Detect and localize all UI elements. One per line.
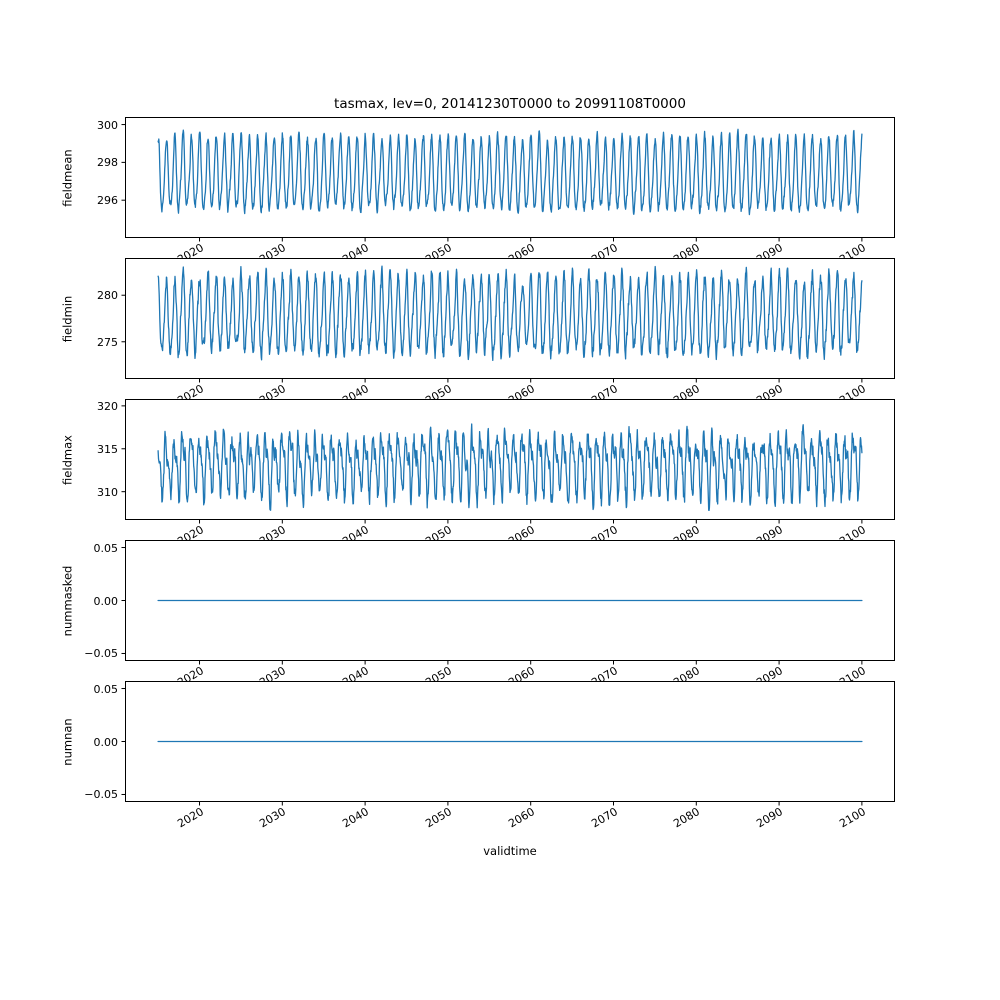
y-tick-label: 0.05 — [93, 541, 119, 555]
y-tick-label: 0.00 — [93, 735, 119, 749]
series-line-fieldmax — [157, 423, 863, 512]
subplot-fieldmin: fieldmin 275 280 2020 2030 2040 2050 2060 2070 20… — [60, 258, 895, 407]
series-line-fieldmin — [157, 265, 863, 362]
y-tick-label: 320 — [97, 399, 118, 413]
x-tick-label: 2090 — [754, 805, 786, 831]
y-tick-label: 296 — [97, 194, 118, 208]
x-tick-label: 2080 — [671, 805, 703, 831]
subplot-numnan: numnan −0.05 0.00 0.05 2020 2030 2040 2050 2060 2… — [60, 681, 895, 830]
x-tick-label: 2070 — [588, 805, 620, 831]
series-line-fieldmean — [157, 128, 863, 216]
y-tick-label: 298 — [97, 156, 118, 170]
plot-area-numnan — [121, 681, 895, 806]
x-tick-label: 2060 — [505, 805, 537, 831]
x-tick-label: 2020 — [174, 805, 206, 831]
x-tick-label: 2050 — [423, 805, 454, 831]
subplot-nummasked: nummasked −0.05 0.00 0.05 2020 2030 2040 2050 20… — [60, 540, 895, 689]
y-axis-label-fieldmax: fieldmax — [60, 434, 75, 485]
y-tick-label: 310 — [97, 485, 118, 499]
y-tick-label: 300 — [97, 118, 118, 132]
chart-title: tasmax, lev=0, 20141230T0000 to 20991108… — [334, 96, 686, 112]
plot-area-fieldmean — [121, 117, 895, 242]
y-tick-label: −0.05 — [84, 647, 118, 661]
x-axis-label: validtime — [483, 844, 537, 858]
plot-area-nummasked — [121, 540, 895, 665]
plot-area-fieldmin — [121, 258, 895, 383]
y-tick-label: −0.05 — [84, 788, 118, 802]
y-tick-label: 280 — [97, 289, 118, 303]
x-tick-label: 2030 — [257, 805, 289, 831]
y-tick-label: 315 — [97, 442, 118, 456]
y-axis-label-fieldmin: fieldmin — [60, 295, 75, 342]
subplot-fieldmean: fieldmean 296 298 300 2020 2030 2040 2050 2060 20… — [60, 117, 895, 266]
y-tick-label: 0.00 — [93, 594, 119, 608]
y-tick-label: 275 — [97, 335, 118, 349]
subplot-fieldmax: fieldmax 310 315 320 2020 2030 2040 2050 2060 207… — [60, 399, 895, 548]
plot-area-fieldmax — [121, 399, 895, 524]
y-tick-label: 0.05 — [93, 682, 119, 696]
x-tick-label: 2100 — [837, 805, 868, 831]
x-tick-label: 2040 — [340, 805, 372, 831]
